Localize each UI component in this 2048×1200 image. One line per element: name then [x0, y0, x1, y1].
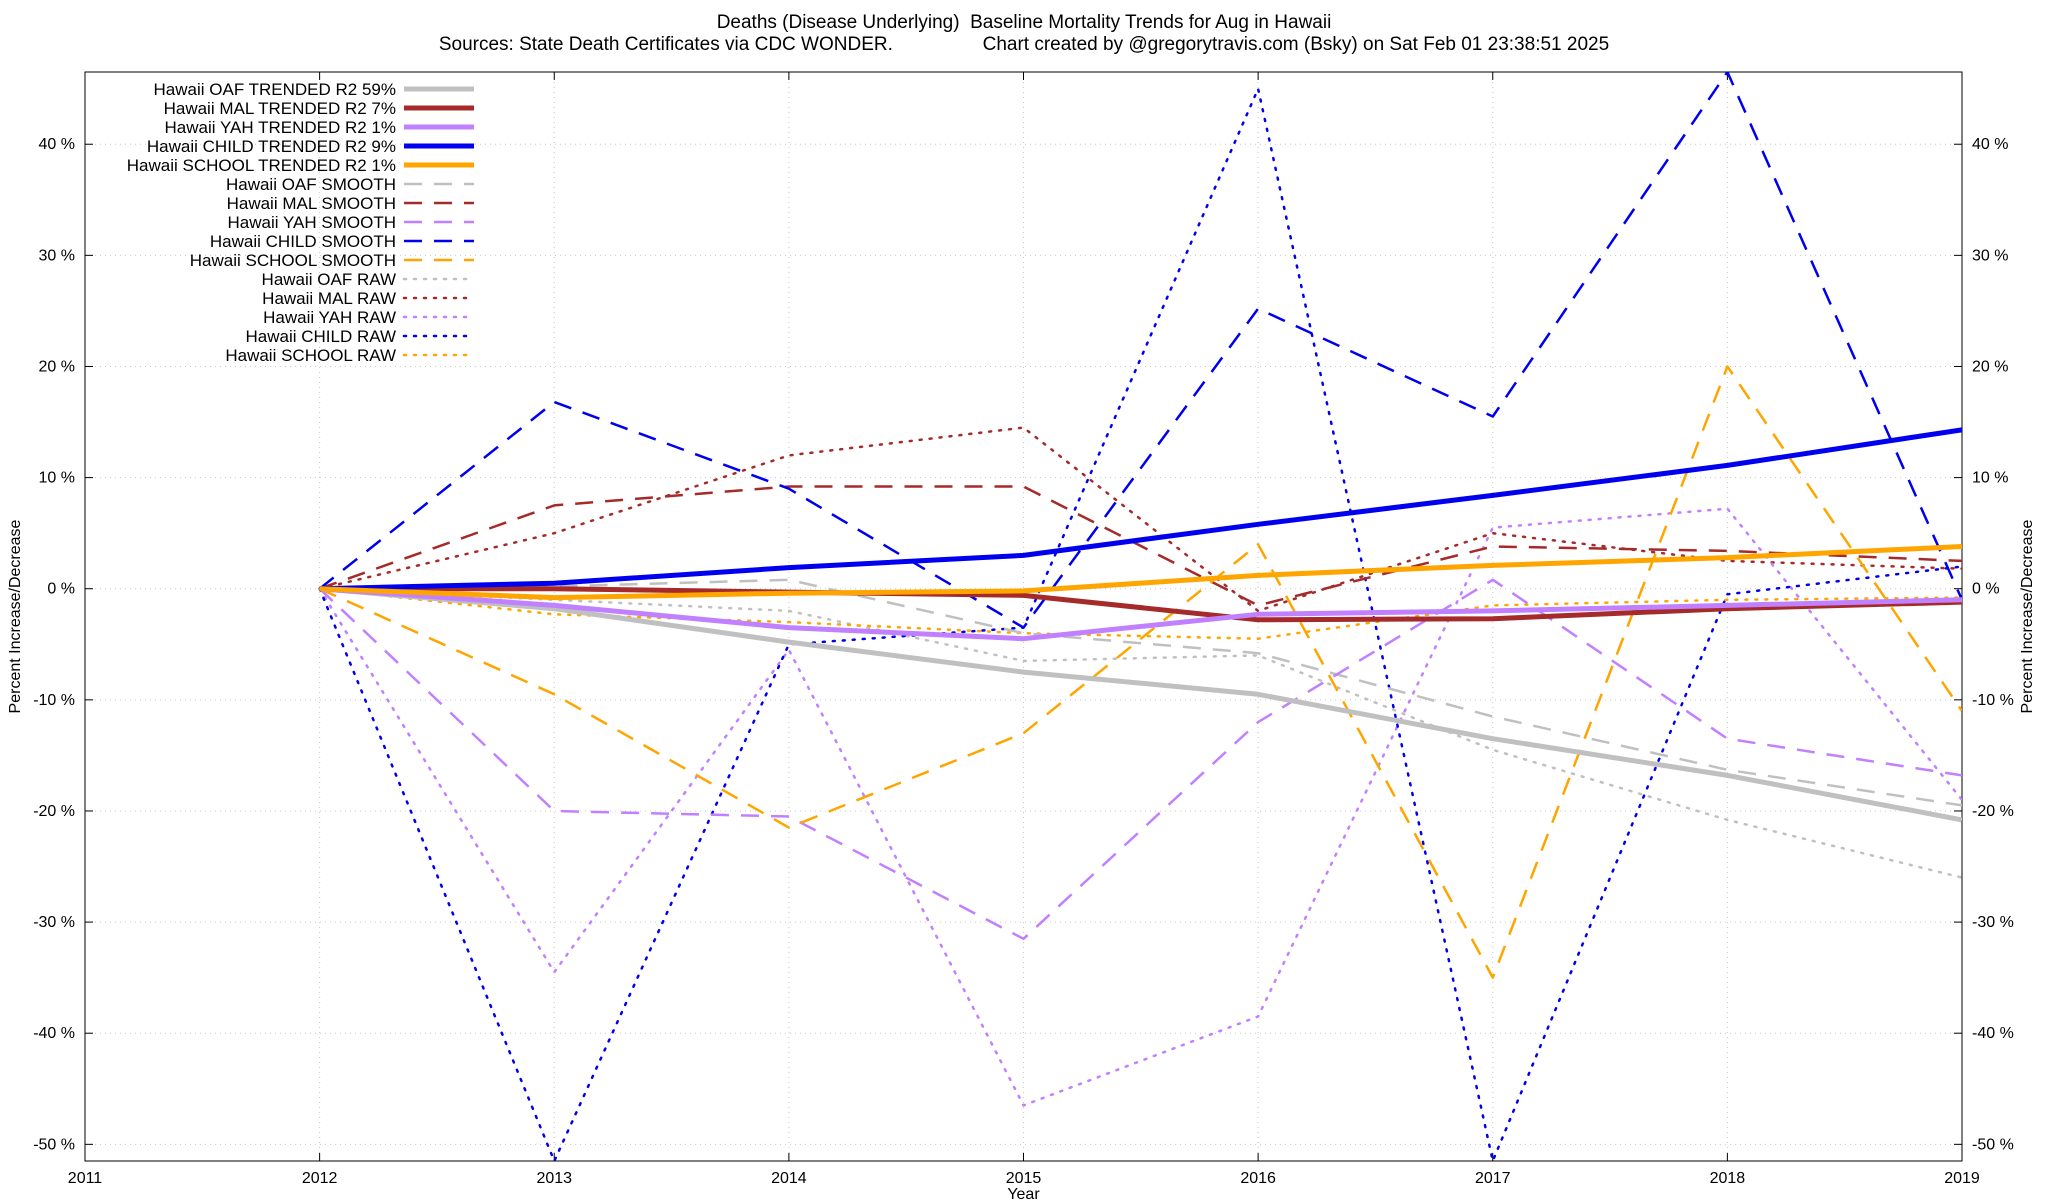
legend-label: Hawaii OAF TRENDED R2 59%	[154, 80, 396, 99]
series-line-6	[319, 485, 1962, 607]
y2-tick-label: -50 %	[1972, 1136, 2014, 1153]
series-line-13	[318, 87, 1962, 1161]
y-tick-label: -30 %	[33, 914, 75, 931]
y-tick-label: -10 %	[33, 692, 75, 709]
series-line-0	[319, 586, 1962, 823]
x-tick-label: 2016	[1240, 1170, 1276, 1187]
y2-tick-label: 40 %	[1972, 136, 2008, 153]
legend-label: Hawaii SCHOOL SMOOTH	[190, 251, 396, 270]
x-tick-label: 2017	[1475, 1170, 1511, 1187]
legend-label: Hawaii SCHOOL TRENDED R2 1%	[127, 156, 396, 175]
x-tick-label: 2018	[1710, 1170, 1746, 1187]
y2-tick-label: -10 %	[1972, 692, 2014, 709]
series-line-10	[318, 587, 1962, 879]
y-axis-label: Percent Increase/Decrease	[7, 519, 24, 713]
y-tick-label: 20 %	[39, 358, 75, 375]
series-line-14	[318, 587, 1962, 640]
series-line-12	[318, 507, 1962, 1107]
chart-subtitle: Sources: State Death Certificates via CD…	[438, 34, 1610, 55]
y2-tick-label: 10 %	[1972, 470, 2008, 487]
y2-tick-label: 20 %	[1972, 358, 2008, 375]
series-line-8	[318, 72, 1962, 629]
legend-label: Hawaii CHILD TRENDED R2 9%	[147, 137, 396, 156]
y-tick-label: -50 %	[33, 1136, 75, 1153]
legend-label: Hawaii YAH SMOOTH	[228, 213, 396, 232]
y2-tick-label: 0 %	[1972, 581, 2000, 598]
legend-label: Hawaii SCHOOL RAW	[225, 346, 396, 365]
y2-axis-label: Percent Increase/Decrease	[2019, 519, 2036, 713]
y2-tick-label: -30 %	[1972, 914, 2014, 931]
legend: Hawaii OAF TRENDED R2 59%Hawaii MAL TREN…	[127, 80, 476, 365]
y-tick-label: 0 %	[47, 581, 75, 598]
legend-label: Hawaii YAH RAW	[263, 308, 396, 327]
series-line-11	[318, 426, 1962, 613]
series-line-3	[319, 427, 1962, 592]
series-line-1	[319, 586, 1962, 623]
series-line-4	[319, 544, 1962, 601]
series-lines	[318, 72, 1962, 1161]
legend-label: Hawaii YAH TRENDED R2 1%	[165, 118, 396, 137]
x-tick-label: 2019	[1944, 1170, 1980, 1187]
y2-tick-label: -40 %	[1972, 1025, 2014, 1042]
y-tick-label: -20 %	[33, 803, 75, 820]
y-tick-label: 40 %	[39, 136, 75, 153]
axis-ticks: 2011 2012 2013 2014 2015 2016 2017 2018 2019 40 %…	[33, 72, 2014, 1187]
legend-label: Hawaii OAF SMOOTH	[226, 175, 396, 194]
chart-title: Deaths (Disease Underlying) Baseline Mor…	[716, 12, 1332, 33]
legend-label: Hawaii MAL RAW	[262, 289, 396, 308]
y2-tick-label: 30 %	[1972, 247, 2008, 264]
series-line-9	[319, 365, 1962, 979]
x-tick-label: 2013	[536, 1170, 572, 1187]
series-line-2	[319, 586, 1962, 642]
legend-label: Hawaii CHILD RAW	[245, 327, 396, 346]
y-tick-label: -40 %	[33, 1025, 75, 1042]
legend-label: Hawaii MAL TRENDED R2 7%	[164, 99, 396, 118]
x-tick-label: 2015	[1006, 1170, 1042, 1187]
x-tick-label: 2011	[68, 1170, 103, 1187]
y-tick-label: 10 %	[39, 470, 75, 487]
legend-label: Hawaii MAL SMOOTH	[227, 194, 396, 213]
series-line-7	[318, 578, 1962, 941]
x-tick-label: 2012	[302, 1170, 338, 1187]
x-tick-label: 2014	[771, 1170, 807, 1187]
y-tick-label: 30 %	[39, 247, 75, 264]
legend-label: Hawaii CHILD SMOOTH	[210, 232, 396, 251]
y2-tick-label: -20 %	[1972, 803, 2014, 820]
series-line-5	[319, 578, 1962, 807]
legend-label: Hawaii OAF RAW	[262, 270, 396, 289]
x-axis-label: Year	[1007, 1186, 1040, 1200]
